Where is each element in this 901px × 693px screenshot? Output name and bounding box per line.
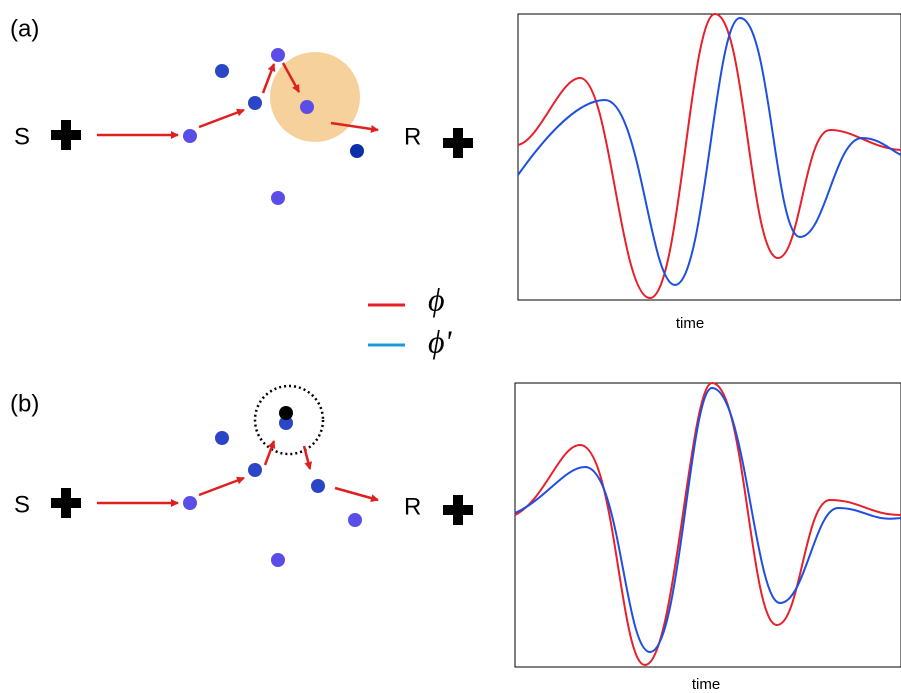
legend: ϕ ϕ' xyxy=(368,281,453,359)
panel-label: (b) xyxy=(10,390,39,417)
x-axis-label: time xyxy=(676,315,704,332)
receiver-marker xyxy=(443,128,473,158)
waveform-phi xyxy=(515,383,901,665)
panel-a: (a) S R time xyxy=(10,14,901,332)
source-marker xyxy=(51,120,81,150)
legend-label: ϕ' xyxy=(428,323,453,359)
receiver-marker xyxy=(443,495,473,525)
receiver-label: R xyxy=(404,493,421,520)
source-label: S xyxy=(14,123,30,150)
panel-b: (b) S R time xyxy=(10,383,901,693)
legend-label: ϕ xyxy=(428,281,445,317)
scatterers xyxy=(183,406,362,567)
waveform-box xyxy=(515,383,901,667)
waveform-phi-prime xyxy=(515,388,901,652)
waveform-phi-prime xyxy=(518,18,901,285)
ray-path xyxy=(97,441,378,503)
x-axis-label: time xyxy=(692,676,720,693)
figure: (a) S R time ϕ ϕ' (b) S xyxy=(0,0,901,693)
source-label: S xyxy=(14,491,30,518)
receiver-label: R xyxy=(404,123,421,150)
source-marker xyxy=(51,488,81,518)
panel-label: (a) xyxy=(10,15,39,42)
